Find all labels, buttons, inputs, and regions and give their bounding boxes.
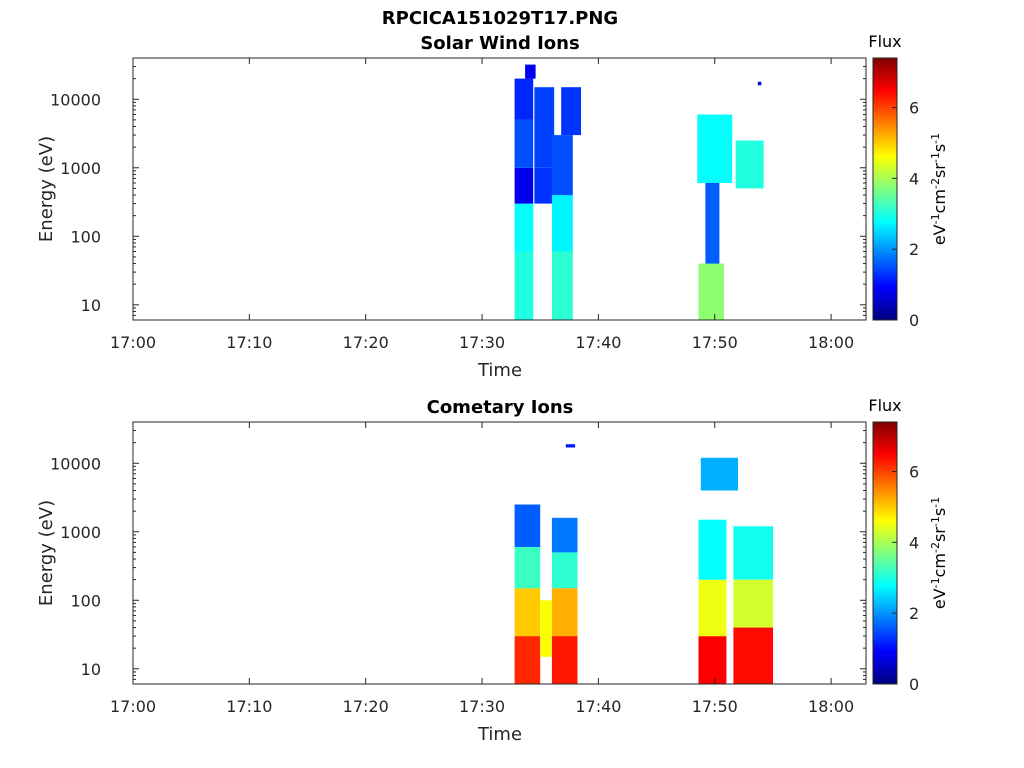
x-tick-label: 17:40 [575,333,621,352]
x-tick-label: 18:00 [808,697,854,716]
spectrogram-cell-2 [514,167,534,204]
solar-wind-colorbar-title: Flux [868,32,901,51]
spectrogram-cell-8 [551,251,573,320]
spectrogram-cell-14 [733,579,773,628]
cometary-spectrogram [514,444,773,684]
spectrogram-cell-16 [757,81,762,86]
spectrogram-cell-12 [698,519,727,580]
spectrogram-cell-1 [514,203,534,252]
y-tick-label: 10000 [50,454,101,473]
spectrogram-cell-4 [514,78,534,120]
spectrogram-cell-5 [525,64,536,79]
spectrogram-cell-12 [698,263,725,320]
solar-wind-colorbar: 0 2 4 6 [872,57,919,330]
colorbar-tick-label: 2 [909,604,919,623]
spectrogram-cell-5 [551,636,578,684]
y-tick-label: 1000 [60,159,101,178]
cometary-plot-frame [132,421,867,685]
colorbar-tick-label: 0 [909,311,919,330]
y-tick-label: 10 [81,296,101,315]
colorbar-tick-label: 2 [909,240,919,259]
x-tick-label: 17:50 [692,697,738,716]
spectrogram-cell-3 [514,504,541,547]
spectrogram-cell-10 [551,135,573,196]
spectrogram-cell-10 [698,636,727,684]
y-tick-label: 10000 [50,90,101,109]
x-tick-label: 17:20 [343,333,389,352]
cometary-colorbar: 0 2 4 6 [872,421,919,694]
spectrogram-cell-11 [561,87,581,136]
spectrogram-cell-3 [514,119,534,168]
figure-title: RPCICA151029T17.PNG [382,8,618,29]
spectrogram-cell-15 [733,526,773,580]
spectrogram-cell-11 [698,579,727,637]
cometary-colorbar-title: Flux [868,396,901,415]
x-tick-label: 17:40 [575,697,621,716]
x-tick-label: 17:00 [110,333,156,352]
spectrogram-cell-13 [705,183,720,264]
x-tick-label: 18:00 [808,333,854,352]
x-tick-label: 17:20 [343,697,389,716]
colorbar-tick-label: 0 [909,675,919,694]
colorbar-tick-label: 6 [909,99,919,118]
spectrogram-cell-9 [565,444,576,448]
x-tick-label: 17:10 [226,697,272,716]
spectrogram-cell-8 [551,517,578,553]
panel-title-cometary: Cometary Ions [427,397,574,418]
cometary-panel: Cometary Ions 17:00 17:10 17:20 17:30 17:40 1… [36,396,949,745]
spectrogram-cell-4 [540,600,552,657]
colorbar-gradient [872,57,898,321]
spectrogram-cell-13 [733,627,773,684]
spectrogram-cell-6 [551,588,578,637]
solar-wind-xlabel: Time [477,360,522,381]
colorbar-gradient [872,421,898,685]
spectrogram-cell-15 [735,140,764,189]
solar-wind-panel: Solar Wind Ions 17:00 17:10 17:20 17:30 17:4… [36,32,949,381]
cometary-ylabel: Energy (eV) [36,500,57,606]
spectrogram-cell-6 [534,167,555,204]
panel-title-solar-wind: Solar Wind Ions [420,33,579,54]
y-tick-label: 10 [81,660,101,679]
solar-wind-colorbar-label: eV-1cm-2sr-1s-1 [929,133,950,245]
x-tick-label: 17:30 [459,697,505,716]
spectrogram-cell-1 [514,588,541,637]
y-tick-label: 100 [70,227,101,246]
solar-wind-plot-frame [132,57,867,321]
colorbar-tick-label: 4 [909,533,919,552]
colorbar-tick-label: 4 [909,169,919,188]
spectrogram-cell-16 [700,457,738,491]
solar-wind-spectrogram [514,64,764,320]
spectrogram-cell-7 [551,552,578,589]
solar-wind-ylabel: Energy (eV) [36,136,57,242]
spectrogram-cell-2 [514,547,541,589]
x-tick-label: 17:30 [459,333,505,352]
spectrogram-cell-0 [514,636,541,684]
spectrogram-cell-7 [534,87,555,168]
y-tick-label: 100 [70,591,101,610]
cometary-xlabel: Time [477,724,522,745]
spectrogram-cell-14 [697,114,733,183]
x-tick-label: 17:00 [110,697,156,716]
cometary-axes: 17:00 17:10 17:20 17:30 17:40 17:50 18:00 10 100… [50,421,866,716]
spectrogram-cell-0 [514,251,534,320]
solar-wind-axes: 17:00 17:10 17:20 17:30 17:40 17:50 18:00 10 100… [50,57,866,352]
x-tick-label: 17:50 [692,333,738,352]
colorbar-tick-label: 6 [909,463,919,482]
y-tick-label: 1000 [60,523,101,542]
x-tick-label: 17:10 [226,333,272,352]
spectrogram-cell-9 [551,195,573,252]
cometary-colorbar-label: eV-1cm-2sr-1s-1 [929,497,950,609]
